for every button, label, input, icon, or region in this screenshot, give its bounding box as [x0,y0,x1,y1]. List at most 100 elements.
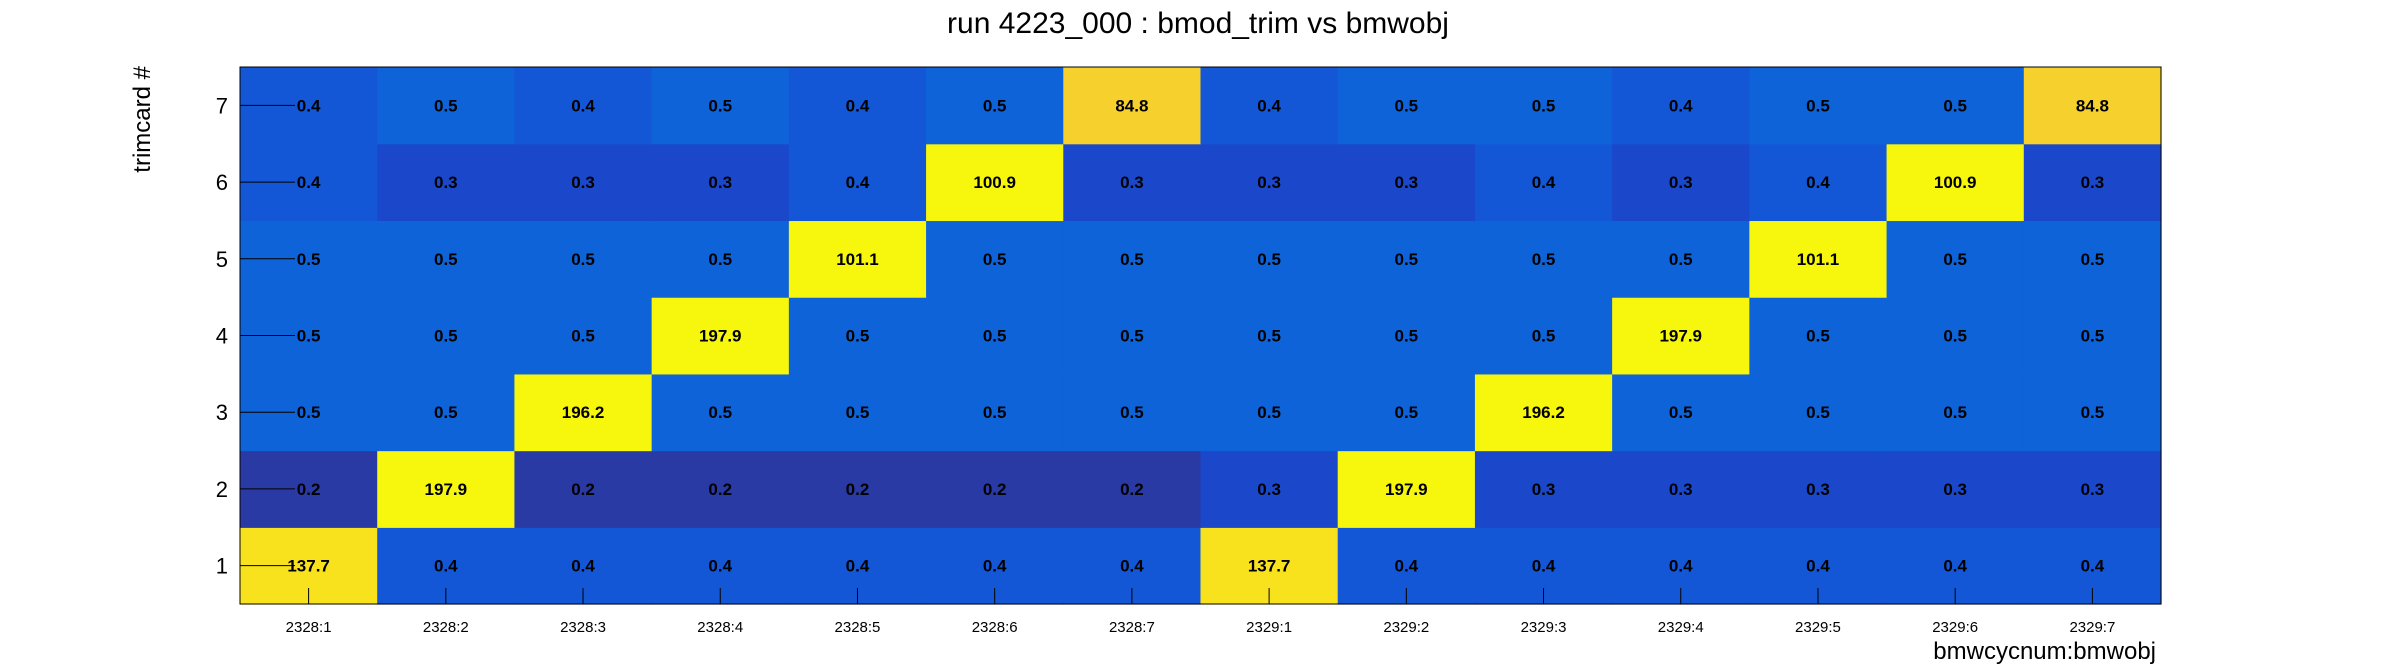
heatmap-cell [514,297,653,375]
cell-value-label: 0.4 [434,557,458,576]
x-tick-label: 2329:3 [1521,619,1567,636]
heatmap-cell [926,67,1064,145]
heatmap-cell [514,220,653,298]
cell-value-label: 0.5 [708,250,732,269]
y-tick-label: 2 [216,477,228,502]
heatmap-cell [1612,450,1750,528]
heatmap-cell [651,297,790,375]
cell-value-label: 0.4 [846,173,870,192]
cell-value-label: 0.5 [1257,327,1281,346]
heatmap-cell [1749,220,1888,298]
cell-value-label: 101.1 [836,250,879,269]
heatmap-cell [1612,373,1750,452]
cell-value-label: 84.8 [1115,96,1148,115]
heatmap-cell [1474,143,1613,222]
y-axis-title: trimcard # [129,65,156,172]
cell-value-label: 196.2 [1522,403,1565,422]
cell-value-label: 0.2 [297,480,321,499]
heatmap-cell [1337,67,1476,145]
cell-value-label: 0.4 [1120,557,1144,576]
x-tick-label: 2329:6 [1932,619,1978,636]
cell-value-label: 0.4 [708,557,732,576]
cell-value-label: 0.5 [983,250,1007,269]
heatmap-cell [1612,67,1750,145]
heatmap-cell [1886,67,2025,145]
cell-value-label: 0.5 [2081,403,2105,422]
cell-value-label: 197.9 [1385,480,1428,499]
heatmap-cell [1063,67,1202,145]
cell-value-label: 0.5 [1120,250,1144,269]
cell-value-label: 100.9 [973,173,1016,192]
cell-value-label: 0.3 [1669,173,1693,192]
cell-value-label: 0.5 [1532,250,1556,269]
heatmap-cell [1749,297,1888,375]
heatmap-cell [651,450,790,528]
cell-value-label: 0.4 [1669,557,1693,576]
heatmap-cell [1612,143,1750,222]
heatmap-cell [926,450,1064,528]
heatmap-cell [788,450,927,528]
cell-value-label: 0.5 [434,250,458,269]
cell-value-label: 0.5 [1395,327,1419,346]
cell-value-label: 101.1 [1797,250,1840,269]
x-tick-label: 2328:2 [423,619,469,636]
cell-value-label: 0.5 [571,250,595,269]
cell-value-label: 0.5 [1669,403,1693,422]
cell-value-label: 0.5 [1943,327,1967,346]
heatmap-cell [1749,143,1888,222]
heatmap-cell [2023,450,2162,528]
cell-value-label: 0.5 [1395,403,1419,422]
cell-value-label: 0.3 [434,173,458,192]
cell-value-label: 0.4 [571,557,595,576]
cell-value-label: 0.2 [846,480,870,499]
cell-value-label: 0.5 [1806,403,1830,422]
cell-value-label: 0.5 [1943,96,1967,115]
cell-value-label: 0.4 [1257,96,1281,115]
heatmap-cell [1200,67,1339,145]
cell-value-label: 196.2 [562,403,605,422]
x-tick-label: 2329:2 [1383,619,1429,636]
cell-value-label: 0.3 [1257,480,1281,499]
cell-value-label: 0.3 [708,173,732,192]
cell-value-label: 0.4 [2081,557,2105,576]
x-tick-label: 2328:6 [972,619,1018,636]
cell-value-label: 137.7 [1248,557,1291,576]
heatmap-cell [1063,450,1202,528]
heatmap-cell [377,220,516,298]
x-tick-label: 2328:3 [560,619,606,636]
cell-value-label: 0.3 [2081,173,2105,192]
cell-value-label: 0.3 [1120,173,1144,192]
cell-value-label: 0.5 [297,403,321,422]
cell-value-label: 0.3 [2081,480,2105,499]
heatmap-cell [926,220,1064,298]
cell-value-label: 0.2 [983,480,1007,499]
heatmap-cell [1337,143,1476,222]
cell-value-label: 0.2 [1120,480,1144,499]
cell-value-labels: 137.7 0.4 0.4 0.4 0.4 0.4 0.4 137.7 0.4 0.4 0.4 0.4… [287,96,2109,575]
cell-value-label: 0.5 [1395,250,1419,269]
heatmap-cell [1749,67,1888,145]
cell-value-label: 0.4 [1669,96,1693,115]
cell-value-label: 84.8 [2076,96,2109,115]
x-axis-title: bmwcycnum:bmwobj [1933,638,2156,665]
cell-value-label: 0.5 [297,327,321,346]
x-tick-label: 2328:1 [286,619,332,636]
y-tick-label: 6 [216,170,228,195]
cell-value-label: 0.5 [1943,250,1967,269]
heatmap-cell [1474,67,1613,145]
cell-value-label: 0.4 [297,173,321,192]
cell-value-label: 0.5 [297,250,321,269]
heatmap-cell [651,220,790,298]
heatmap-cell [1749,450,1888,528]
heatmap-cell [1474,450,1613,528]
heatmap-cell [788,373,927,452]
cell-value-label: 0.5 [1669,250,1693,269]
cell-value-label: 0.5 [2081,327,2105,346]
heatmap-cell [2023,373,2162,452]
cell-value-label: 0.2 [708,480,732,499]
heatmap-cell [1474,373,1613,452]
cell-value-label: 0.4 [1532,173,1556,192]
y-tick-label: 7 [216,93,228,118]
heatmap-cell [1337,297,1476,375]
cell-value-label: 0.3 [1395,173,1419,192]
